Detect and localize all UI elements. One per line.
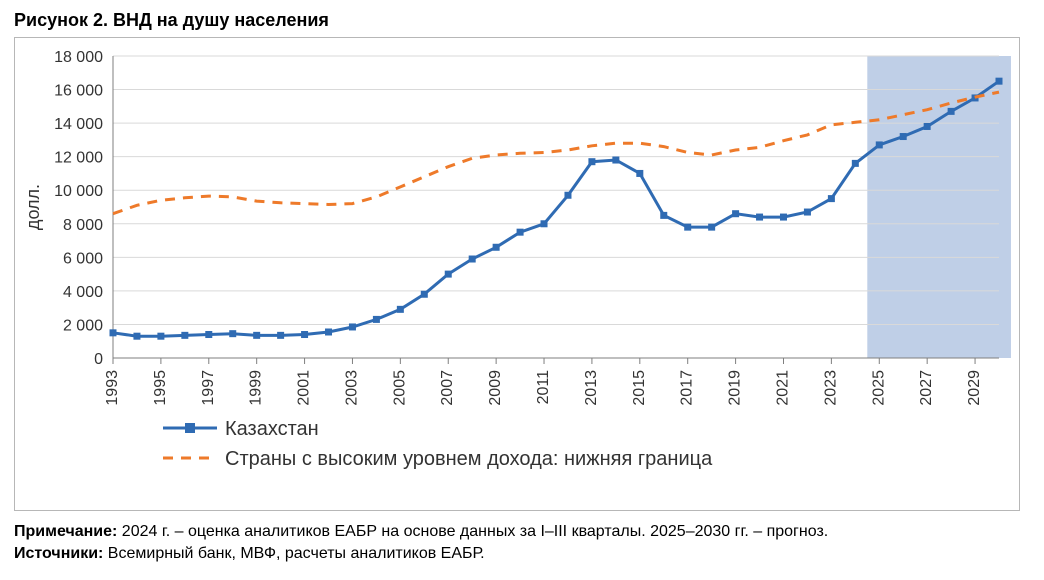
figure-title: Рисунок 2. ВНД на душу населения [14, 10, 1030, 31]
note-line-2: Источники: Всемирный банк, МВФ, расчеты … [14, 543, 1030, 565]
svg-text:8 000: 8 000 [63, 217, 103, 234]
note-label: Источники: [14, 545, 103, 562]
svg-text:2019: 2019 [727, 370, 744, 406]
svg-text:1995: 1995 [152, 370, 169, 406]
svg-text:12 000: 12 000 [54, 150, 103, 167]
svg-text:2025: 2025 [870, 370, 887, 406]
svg-text:2029: 2029 [966, 370, 983, 406]
svg-text:2011: 2011 [535, 370, 552, 405]
svg-text:10 000: 10 000 [54, 183, 103, 200]
figure-notes: Примечание: 2024 г. – оценка аналитиков … [14, 521, 1030, 564]
note-line-1: Примечание: 2024 г. – оценка аналитиков … [14, 521, 1030, 543]
svg-text:2021: 2021 [774, 370, 791, 406]
svg-text:1997: 1997 [200, 370, 217, 406]
svg-text:2017: 2017 [679, 370, 696, 406]
svg-text:2 000: 2 000 [63, 317, 103, 334]
svg-text:18 000: 18 000 [54, 49, 103, 66]
svg-text:0: 0 [94, 351, 103, 368]
svg-text:2013: 2013 [583, 370, 600, 406]
svg-text:2023: 2023 [822, 370, 839, 406]
note-text: 2024 г. – оценка аналитиков ЕАБР на осно… [117, 523, 828, 540]
chart-svg: 0 2 000 4 000 6 000 8 000 10 000 12 000 14 000 1… [15, 38, 1019, 510]
svg-text:2001: 2001 [296, 370, 313, 406]
note-label: Примечание: [14, 523, 117, 540]
forecast-band [867, 56, 1011, 358]
legend-item: Страны с высоким уровнем дохода: нижняя … [163, 448, 713, 470]
chart-container: 0 2 000 4 000 6 000 8 000 10 000 12 000 14 000 1… [14, 37, 1020, 511]
svg-text:1999: 1999 [248, 370, 265, 406]
svg-text:2007: 2007 [439, 370, 456, 406]
svg-text:долл.: долл. [23, 184, 43, 230]
note-text: Всемирный банк, МВФ, расчеты аналитиков … [103, 545, 484, 562]
svg-text:2015: 2015 [631, 370, 648, 406]
svg-text:2005: 2005 [391, 370, 408, 406]
svg-text:4 000: 4 000 [63, 284, 103, 301]
svg-text:Страны с высоким уровнем доход: Страны с высоким уровнем дохода: нижняя … [225, 448, 713, 470]
svg-text:14 000: 14 000 [54, 116, 103, 133]
svg-text:6 000: 6 000 [63, 250, 103, 267]
svg-text:16 000: 16 000 [54, 83, 103, 100]
svg-text:2027: 2027 [918, 370, 935, 406]
svg-text:Казахстан: Казахстан [225, 418, 319, 440]
svg-text:1993: 1993 [104, 370, 121, 406]
svg-text:2009: 2009 [487, 370, 504, 406]
svg-text:2003: 2003 [343, 370, 360, 406]
